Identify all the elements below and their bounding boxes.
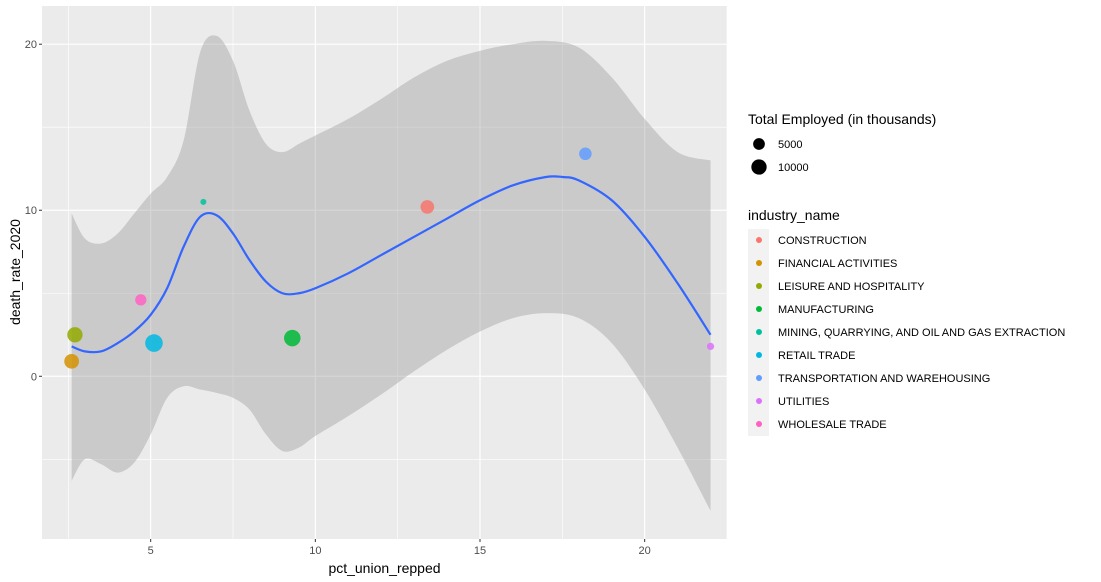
panel-background	[42, 6, 727, 539]
grid-major	[42, 6, 727, 539]
data-point	[284, 329, 301, 347]
color-legend-title: industry_name	[748, 207, 840, 223]
color-legend-key	[756, 329, 762, 335]
data-points	[64, 147, 715, 369]
data-point	[579, 147, 592, 161]
y-tick-label: 20	[25, 39, 37, 51]
color-legend-label: UTILITIES	[778, 396, 829, 408]
smooth-line	[71, 175, 712, 354]
color-legend-label: LEISURE AND HOSPITALITY	[778, 281, 925, 293]
color-legend-key	[756, 421, 762, 427]
color-legend-label: MANUFACTURING	[778, 304, 874, 316]
x-axis-title: pct_union_repped	[328, 560, 440, 576]
color-legend-key	[756, 260, 762, 266]
size-legend-key	[751, 159, 767, 175]
data-point	[135, 294, 147, 306]
data-point	[145, 334, 163, 352]
x-tick-label: 10	[309, 545, 321, 557]
x-tick-label: 15	[474, 545, 486, 557]
size-legend-title: Total Employed (in thousands)	[748, 111, 936, 127]
color-legend-key	[756, 306, 762, 312]
color-legend: industry_name CONSTRUCTION FINANCIAL ACTI…	[748, 207, 1065, 436]
data-point	[67, 327, 83, 343]
color-legend-key	[756, 237, 762, 243]
y-axis-title: death_rate_2020	[7, 219, 23, 325]
size-legend-label: 10000	[778, 162, 809, 174]
y-tick-label: 10	[25, 205, 37, 217]
data-point	[706, 342, 715, 351]
color-legend-label: RETAIL TRADE	[778, 350, 855, 362]
y-axis-ticks: 0 10 20	[25, 39, 42, 383]
color-legend-key	[756, 398, 762, 404]
data-point	[64, 353, 79, 369]
data-point	[420, 200, 435, 214]
grid-minor	[42, 6, 728, 539]
color-legend-key	[756, 375, 762, 381]
data-point	[200, 198, 207, 205]
color-legend-label: MINING, QUARRYING, AND OIL AND GAS EXTRA…	[778, 327, 1065, 339]
color-legend-label: WHOLESALE TRADE	[778, 419, 887, 431]
x-tick-label: 20	[639, 545, 651, 557]
color-legend-label: FINANCIAL ACTIVITIES	[778, 258, 897, 270]
color-legend-key	[756, 283, 762, 289]
color-legend-key	[756, 352, 762, 358]
x-tick-label: 5	[148, 545, 154, 557]
confidence-band	[71, 35, 711, 511]
size-legend-key	[753, 138, 765, 150]
color-legend-label: TRANSPORTATION AND WAREHOUSING	[778, 373, 990, 385]
color-legend-label: CONSTRUCTION	[778, 235, 867, 247]
size-legend: Total Employed (in thousands) 5000 10000	[748, 111, 936, 175]
size-legend-label: 5000	[778, 139, 802, 151]
y-tick-label: 0	[31, 371, 37, 383]
x-axis-ticks: 5 10 15 20	[148, 539, 651, 557]
